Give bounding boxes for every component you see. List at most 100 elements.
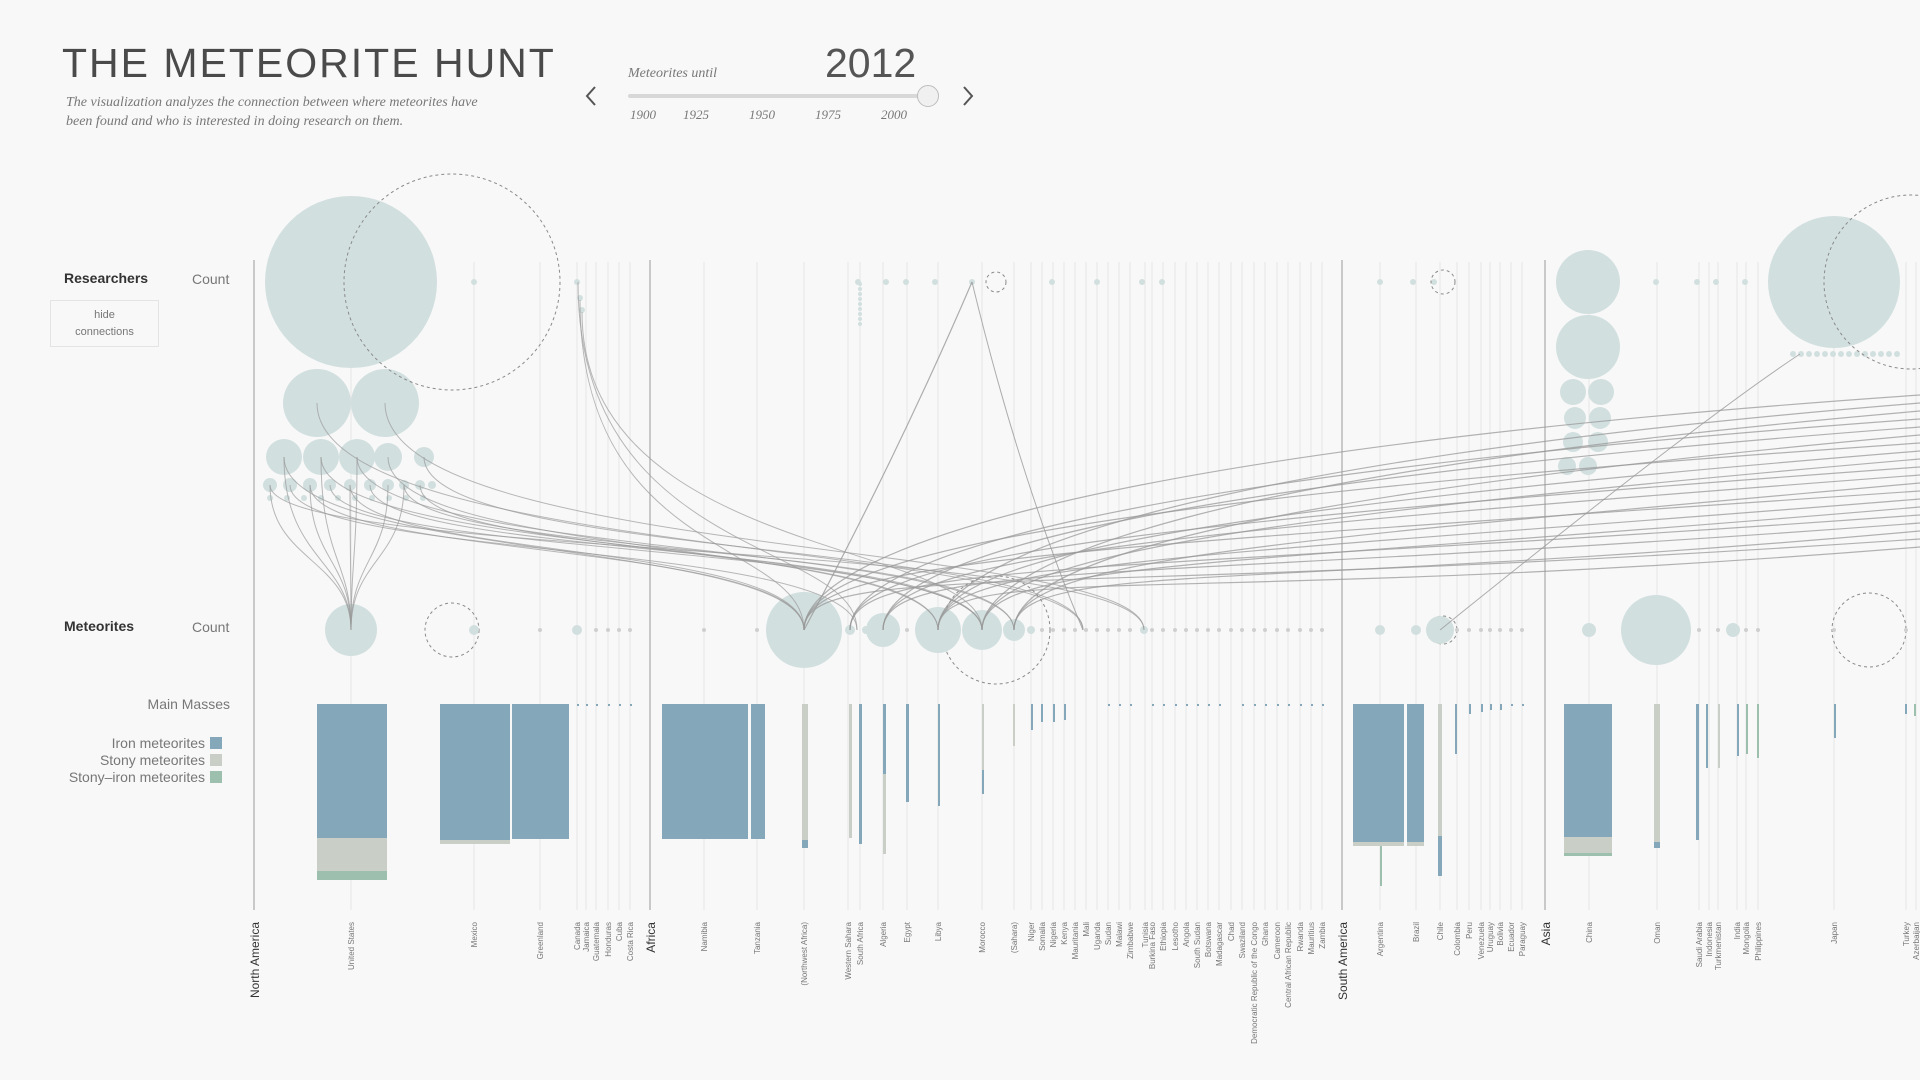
country-label: Mali bbox=[1082, 922, 1091, 937]
connection-line bbox=[882, 522, 1920, 631]
meteorite-bubble bbox=[1726, 623, 1740, 637]
meteorite-dot bbox=[1286, 628, 1290, 632]
country-label: Philippines bbox=[1754, 922, 1763, 961]
timeline-next-button[interactable] bbox=[955, 82, 979, 110]
connection-line bbox=[329, 484, 983, 631]
main-mass-bar bbox=[1041, 704, 1043, 722]
country-label: South Africa bbox=[856, 921, 865, 965]
country-label: Mexico bbox=[470, 921, 479, 947]
comparison-circle bbox=[1430, 269, 1456, 295]
chevron-left-icon bbox=[585, 86, 596, 106]
main-mass-bar bbox=[608, 704, 610, 706]
country-label: Saudi Arabia bbox=[1695, 921, 1704, 967]
main-mass-bar bbox=[1564, 853, 1612, 856]
meteorite-dot bbox=[702, 628, 706, 632]
hide-connections-button[interactable]: hide connections bbox=[50, 300, 159, 347]
connection-line bbox=[350, 484, 389, 631]
main-mass-bar bbox=[1031, 704, 1033, 730]
country-label: Jamaica bbox=[582, 921, 591, 951]
comparison-circle bbox=[343, 173, 561, 391]
meteorite-dot bbox=[1520, 628, 1524, 632]
main-mass-bar bbox=[1455, 704, 1457, 754]
connection-line bbox=[981, 458, 1920, 631]
hide-connections-label-line2: connections bbox=[75, 325, 134, 338]
connection-line bbox=[803, 490, 1920, 631]
researcher-dot bbox=[883, 279, 889, 285]
researcher-dot bbox=[858, 302, 862, 306]
meteorite-dot bbox=[1051, 628, 1055, 632]
main-mass-bar bbox=[1053, 704, 1055, 722]
country-label: Greenland bbox=[536, 922, 545, 959]
meteorite-dot bbox=[1479, 628, 1483, 632]
meteorite-dot bbox=[755, 628, 759, 632]
country-label: Paraguay bbox=[1518, 922, 1527, 956]
meteorite-dot bbox=[1173, 628, 1177, 632]
timeline-track[interactable] bbox=[628, 94, 928, 98]
researcher-dot bbox=[1653, 279, 1659, 285]
main-mass-bar bbox=[1130, 704, 1132, 706]
main-mass-bar bbox=[1654, 842, 1660, 848]
main-mass-bar bbox=[1152, 704, 1154, 706]
main-mass-bar bbox=[982, 770, 984, 794]
main-mass-bar bbox=[1481, 704, 1483, 712]
timeline-tick: 2000 bbox=[881, 107, 907, 122]
country-label: Bolivia bbox=[1496, 921, 1505, 945]
comparison-circle bbox=[1823, 194, 1920, 370]
researcher-bubble bbox=[1564, 407, 1586, 429]
researcher-bubble bbox=[1560, 379, 1586, 405]
connection-line bbox=[349, 484, 352, 631]
researcher-dot bbox=[1878, 351, 1884, 357]
timeline-prev-button[interactable] bbox=[580, 82, 604, 110]
meteorite-dot bbox=[1128, 628, 1132, 632]
meteorite-dot bbox=[1084, 628, 1088, 632]
meteorite-dot bbox=[606, 628, 610, 632]
meteorite-bubble bbox=[469, 625, 479, 635]
main-mass-bar bbox=[586, 704, 588, 706]
researcher-dot bbox=[858, 317, 862, 321]
connection-line bbox=[1013, 482, 1920, 631]
main-mass-bar bbox=[1265, 704, 1267, 706]
researcher-dot bbox=[1049, 279, 1055, 285]
country-label: Zimbabwe bbox=[1126, 921, 1135, 958]
meteorite-dot bbox=[1195, 628, 1199, 632]
connection-line bbox=[803, 538, 1920, 631]
meteorite-dot bbox=[1161, 628, 1165, 632]
connection-line bbox=[369, 484, 983, 631]
country-label: Guatemala bbox=[592, 921, 601, 961]
legend-item-stony-iron: Stony–iron meteorites bbox=[69, 769, 222, 785]
country-label: Honduras bbox=[604, 922, 613, 957]
main-mass-bar bbox=[1242, 704, 1244, 706]
country-label: Canada bbox=[573, 921, 582, 950]
main-mass-bar bbox=[1353, 842, 1404, 846]
connection-line bbox=[289, 484, 858, 631]
legend-item-stony: Stony meteorites bbox=[100, 752, 222, 768]
researcher-dot bbox=[1830, 351, 1836, 357]
researcher-bubble bbox=[1589, 407, 1611, 429]
main-mass-bar bbox=[751, 704, 765, 839]
country-label: Kenya bbox=[1060, 921, 1069, 944]
main-mass-bar bbox=[1718, 704, 1720, 768]
connection-line bbox=[419, 484, 939, 631]
country-label: Mongolia bbox=[1742, 921, 1751, 954]
country-label: Turkey bbox=[1902, 922, 1911, 946]
meteorite-dot bbox=[1073, 628, 1077, 632]
continent-label: South America bbox=[1336, 922, 1350, 1000]
connection-line bbox=[309, 484, 805, 631]
connection-line bbox=[269, 484, 1145, 631]
connection-line bbox=[309, 484, 352, 631]
connection-line bbox=[356, 456, 1015, 631]
connection-line bbox=[1013, 530, 1920, 631]
meteorite-dot bbox=[1095, 628, 1099, 632]
country-label: Ecuador bbox=[1507, 922, 1516, 952]
researcher-dot bbox=[1886, 351, 1892, 357]
researcher-bubble bbox=[1556, 250, 1620, 314]
researcher-bubble bbox=[1768, 216, 1900, 348]
researcher-dot bbox=[1431, 279, 1437, 285]
timeline-slider-knob[interactable] bbox=[917, 85, 939, 107]
main-mass-bar bbox=[1696, 704, 1699, 840]
country-label: Somalia bbox=[1038, 921, 1047, 950]
researcher-dot bbox=[1410, 279, 1416, 285]
meteorite-dot bbox=[1488, 628, 1492, 632]
meteorite-bubble bbox=[1027, 626, 1035, 634]
researcher-bubble bbox=[265, 196, 437, 368]
